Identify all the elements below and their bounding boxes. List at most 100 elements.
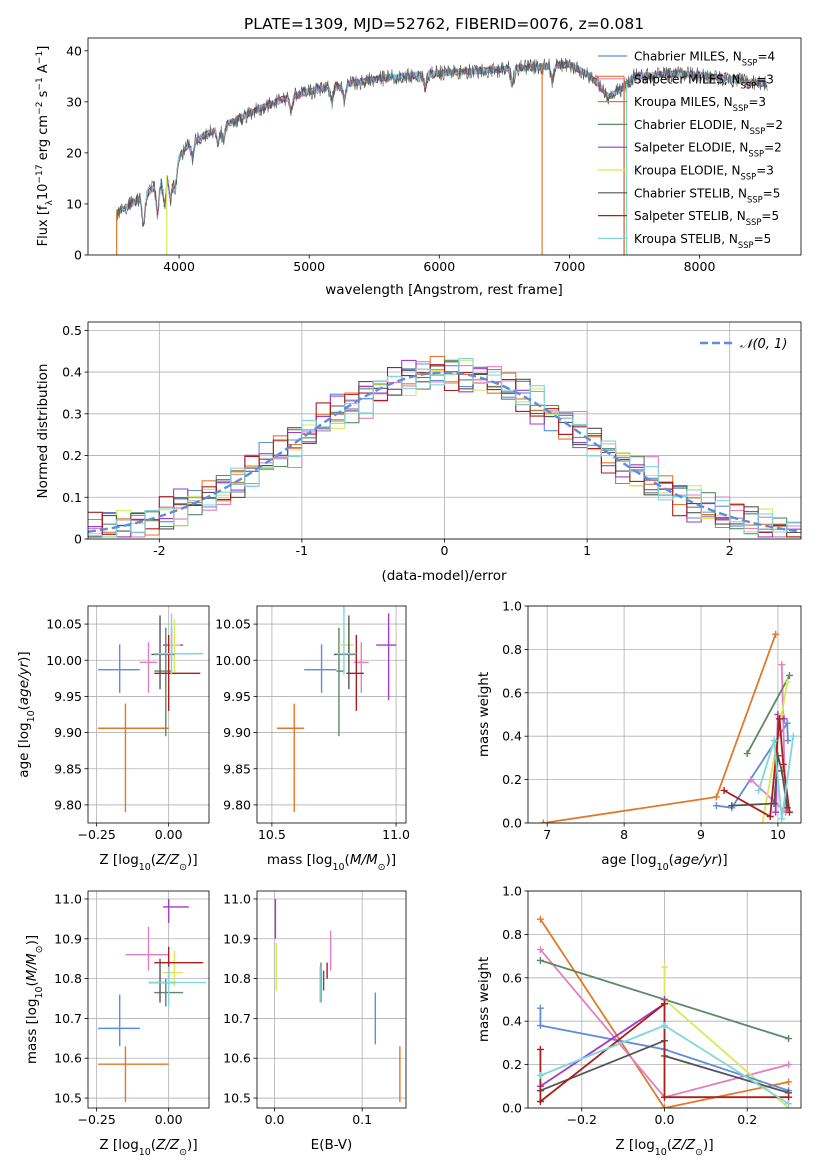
weight-marker bbox=[772, 630, 780, 638]
ebv-mass-plot bbox=[274, 898, 401, 1103]
age-weight-axes: 7 8 9 10 0.0 0.2 0.4 0.6 0.8 1.0 age [log10(age/yr… bbox=[476, 599, 802, 873]
x-tick-label: −0.2 bbox=[567, 1112, 597, 1127]
errorbar-point bbox=[148, 958, 175, 1003]
weight-marker bbox=[770, 737, 778, 745]
weight-marker bbox=[778, 711, 786, 718]
x-tick-label: 10.5 bbox=[258, 827, 286, 842]
x-tick-label: 0.0 bbox=[265, 1112, 285, 1127]
spectrum-legend: Chabrier MILES, NSSP=4 Salpeter MILES, NS… bbox=[598, 50, 783, 250]
y-tick-label: 0.5 bbox=[62, 323, 82, 338]
x-tick-label: -1 bbox=[296, 543, 308, 558]
y-tick-label: 0.3 bbox=[62, 406, 82, 421]
ebv-mass-grid bbox=[257, 891, 406, 1108]
y-tick-label: 10.8 bbox=[223, 971, 251, 986]
z-weight-axes: −0.2 0.0 0.2 0.0 0.2 0.4 0.6 0.8 1.0 Z [log10(Z/Z… bbox=[476, 884, 802, 1158]
spectrum-axes: 4000 5000 6000 7000 8000 0 10 20 30 40 Chabrier MI… bbox=[35, 37, 802, 298]
y-tick-label: 0.0 bbox=[502, 816, 522, 831]
y-tick-label: 0 bbox=[74, 248, 82, 263]
y-tick-label: 9.90 bbox=[223, 725, 251, 740]
weight-marker bbox=[539, 819, 547, 823]
x-axis-label: Z [log10(Z/Z⊙)] bbox=[99, 1137, 197, 1158]
z-mass-plot bbox=[98, 898, 207, 1103]
y-tick-label: 10.00 bbox=[215, 653, 251, 668]
weight-marker bbox=[766, 812, 774, 820]
ebv-mass-axes: 0.0 0.1 10.5 10.6 10.7 10.8 10.9 11.0 E(B-V) bbox=[223, 890, 407, 1153]
y-tick-label: 1.0 bbox=[502, 884, 522, 899]
errorbar-point bbox=[148, 966, 207, 1007]
errorbar-point bbox=[151, 615, 175, 690]
x-tick-label: 8 bbox=[620, 827, 628, 842]
weight-marker bbox=[783, 678, 791, 686]
errorbar-point bbox=[276, 703, 305, 813]
errorbar-point bbox=[139, 642, 158, 693]
y-tick-label: 10.00 bbox=[46, 653, 82, 668]
legend-label: 𝒩(0, 1) bbox=[740, 337, 787, 352]
x-tick-label: 0.2 bbox=[737, 1112, 757, 1127]
legend-label: Chabrier ELODIE, NSSP=2 bbox=[634, 118, 783, 136]
weight-marker bbox=[536, 915, 544, 923]
x-axis-label: age [log10(age/yr)] bbox=[601, 852, 727, 873]
residuals-legend: 𝒩(0, 1) bbox=[700, 337, 787, 352]
weight-line bbox=[539, 1008, 789, 1092]
weight-marker bbox=[785, 1035, 793, 1043]
weight-marker bbox=[779, 760, 787, 768]
x-axis-label: E(B-V) bbox=[311, 1137, 353, 1153]
errorbar-point bbox=[98, 994, 140, 1047]
y-tick-label: 10.05 bbox=[215, 617, 251, 632]
x-tick-label: 2 bbox=[726, 543, 734, 558]
x-tick-label: 9 bbox=[697, 827, 705, 842]
y-tick-label: 0.1 bbox=[62, 490, 82, 505]
weight-marker bbox=[536, 1097, 544, 1105]
weight-marker bbox=[743, 750, 751, 758]
y-axis-label: Flux [fλ10−17 erg cm−2 s−1 A−1] bbox=[35, 46, 55, 247]
y-tick-label: 9.90 bbox=[54, 725, 82, 740]
x-tick-label: 0.00 bbox=[155, 827, 183, 842]
y-tick-label: 0.4 bbox=[502, 1014, 522, 1029]
weight-marker bbox=[661, 1093, 668, 1101]
y-tick-label: 0.0 bbox=[502, 1101, 522, 1116]
y-tick-label: 11.0 bbox=[54, 891, 82, 906]
z-mass-grid bbox=[88, 891, 209, 1108]
y-tick-label: 9.85 bbox=[54, 761, 82, 776]
age-weight-plot bbox=[539, 630, 797, 823]
weight-marker bbox=[712, 802, 720, 810]
y-axis-label: age [log10(age/yr)] bbox=[16, 651, 37, 777]
x-tick-label: −0.25 bbox=[77, 827, 115, 842]
figure-title: PLATE=1309, MJD=52762, FIBERID=0076, z=0… bbox=[244, 15, 644, 33]
y-tick-label: 0 bbox=[74, 532, 82, 547]
x-tick-label: 1 bbox=[583, 543, 591, 558]
weight-marker bbox=[785, 1093, 793, 1101]
weight-line bbox=[746, 674, 791, 755]
spectrum-line bbox=[116, 57, 768, 227]
age-weight-frame bbox=[527, 605, 802, 824]
y-tick-label: 0.2 bbox=[62, 448, 82, 463]
weight-marker bbox=[536, 1022, 544, 1030]
y-tick-label: 10.7 bbox=[54, 1011, 82, 1026]
legend-label: Chabrier STELIB, NSSP=5 bbox=[634, 186, 780, 204]
x-tick-label: 6000 bbox=[423, 259, 455, 274]
x-tick-label: 10 bbox=[770, 827, 786, 842]
errorbar-point bbox=[154, 946, 204, 979]
y-tick-label: 1.0 bbox=[502, 599, 522, 614]
y-tick-label: 10.9 bbox=[223, 931, 251, 946]
y-tick-label: 10.5 bbox=[54, 1091, 82, 1106]
errorbar-point bbox=[98, 644, 140, 693]
residuals-plot bbox=[88, 355, 801, 538]
weight-marker bbox=[755, 786, 763, 794]
x-axis-label: wavelength [Angstrom, rest frame] bbox=[325, 282, 563, 298]
weight-marker bbox=[720, 786, 728, 794]
z-weight-frame bbox=[527, 890, 802, 1109]
weight-marker bbox=[712, 793, 720, 801]
errorbar-point bbox=[336, 606, 357, 675]
weight-marker bbox=[785, 1061, 793, 1069]
errorbar-point bbox=[304, 644, 337, 693]
legend-label: Salpeter MILES, NSSP=3 bbox=[634, 72, 774, 90]
y-tick-label: 0.2 bbox=[502, 1057, 522, 1072]
y-tick-label: 9.80 bbox=[223, 797, 251, 812]
z-age-axes: −0.25 0.00 9.80 9.85 9.90 9.95 10.00 10.05 Z [lo… bbox=[16, 605, 210, 873]
x-axis-label: (data-model)/error bbox=[381, 568, 507, 584]
mass-age-frame bbox=[256, 605, 407, 824]
y-tick-label: 10 bbox=[66, 196, 82, 211]
y-tick-label: 10.5 bbox=[223, 1091, 251, 1106]
weight-marker bbox=[661, 1000, 668, 1008]
